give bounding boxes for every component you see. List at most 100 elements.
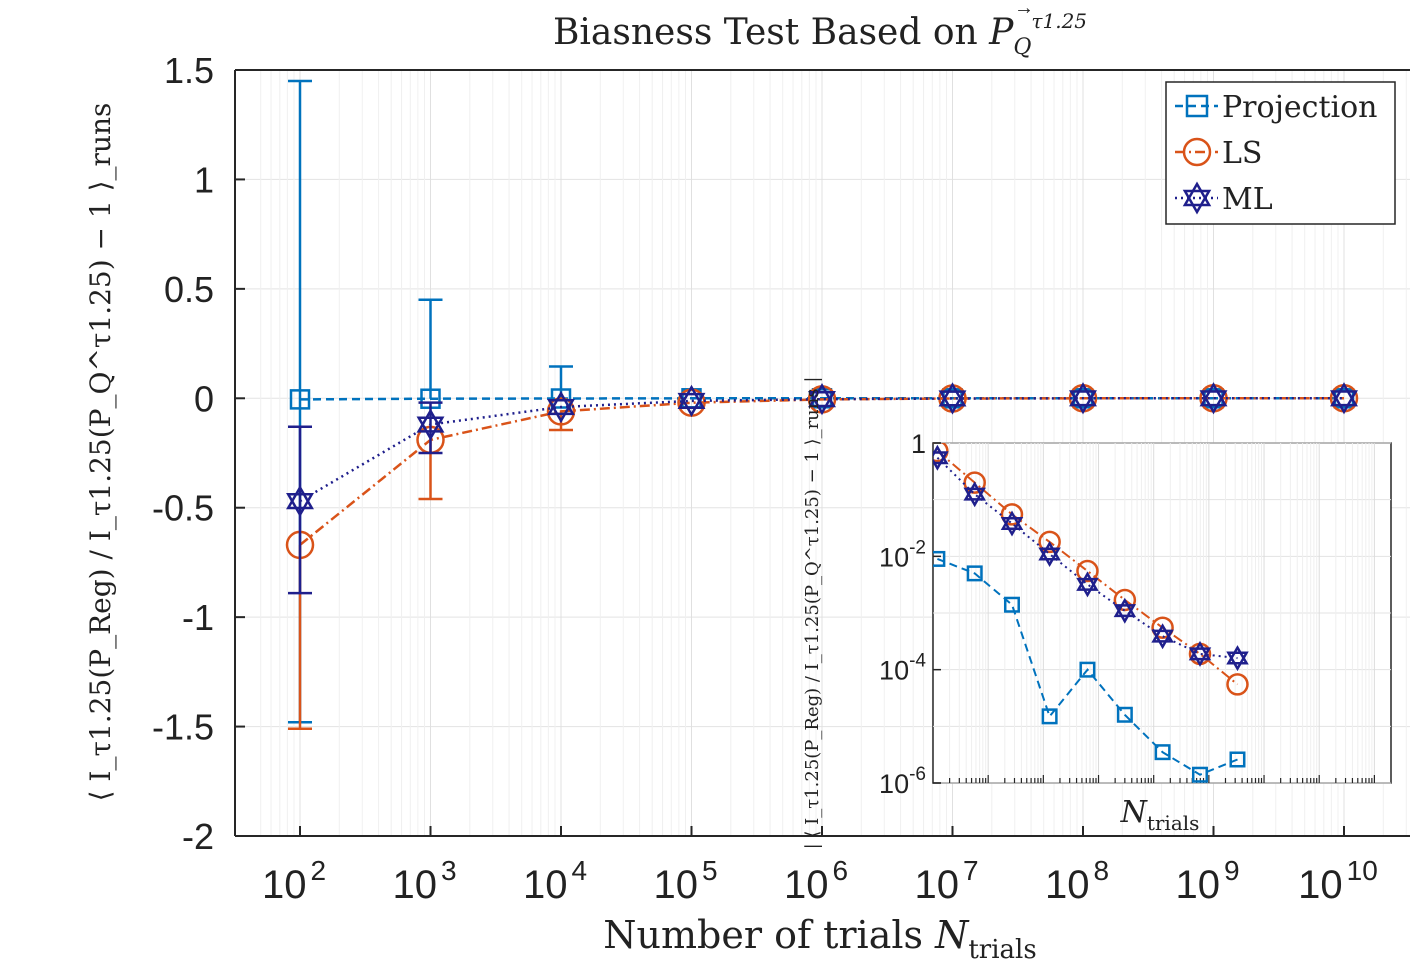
main-x-tick-label: 10 9 bbox=[1175, 855, 1239, 907]
inset-data-point-ls bbox=[963, 471, 986, 494]
hexagram-triangle-up bbox=[286, 484, 314, 510]
legend-entry-projection: Projection bbox=[1175, 90, 1377, 125]
main-x-tick-label: 10 5 bbox=[653, 855, 717, 907]
main-y-tick-label: -1 bbox=[182, 597, 214, 638]
inset-data-point-projection bbox=[1079, 661, 1096, 678]
hexagram-triangle-down bbox=[808, 391, 836, 416]
legend-label-projection: Projection bbox=[1222, 90, 1377, 125]
hexagram-triangle-down bbox=[933, 451, 949, 471]
main-series bbox=[285, 79, 1359, 731]
hexagram-triangle-up bbox=[1113, 597, 1137, 618]
hexagram-triangle-down bbox=[1000, 516, 1024, 537]
hexagram-triangle-up bbox=[1226, 645, 1249, 665]
data-point-ls bbox=[546, 397, 576, 426]
main-x-tick-label: 10 3 bbox=[392, 855, 456, 907]
hexagram-triangle-up bbox=[416, 408, 445, 433]
hexagram-triangle-down bbox=[1226, 651, 1249, 672]
hexagram-triangle-up bbox=[547, 390, 575, 416]
inset-y-tick-label: 10-2 bbox=[879, 537, 926, 572]
main-x-tick-label: 10 6 bbox=[784, 855, 848, 907]
hexagram-triangle-up bbox=[933, 444, 949, 465]
legend-entry-ml: ML bbox=[1175, 181, 1273, 217]
hexagram-triangle-up bbox=[1076, 571, 1099, 591]
y-axis-label: ⟨ I_τ1.25(P_Reg) / I_τ1.25(P_Q^τ1.25) − … bbox=[84, 103, 117, 802]
data-point-ml bbox=[938, 382, 967, 415]
inset-data-point-ml bbox=[1226, 645, 1249, 672]
data-point-ml bbox=[1069, 382, 1097, 415]
main-y-tick-label: -1.5 bbox=[152, 707, 214, 748]
main-y-tick-label: 1.5 bbox=[164, 50, 214, 91]
hexagram-triangle-down bbox=[547, 398, 575, 424]
main-y-ticks: 1.5 1 0.5 0 -0.5 -1 -1.5 -2 bbox=[152, 50, 245, 857]
legend-hexagram bbox=[1182, 181, 1212, 215]
hexagram-triangle-up bbox=[1038, 541, 1061, 561]
inset-data-point-projection bbox=[1154, 744, 1171, 761]
inset-data-point-projection bbox=[1191, 766, 1208, 783]
main-x-tick-label: 10 2 bbox=[262, 855, 326, 907]
inset-data-point-ls bbox=[1226, 673, 1249, 696]
hexagram-triangle-up bbox=[938, 382, 967, 407]
inset-series bbox=[933, 443, 1249, 783]
main-x-tick-label: 10 7 bbox=[914, 855, 978, 907]
legend-entry-ls: LS bbox=[1175, 136, 1262, 171]
inset-y-tick-label: 1 bbox=[911, 429, 926, 459]
legend-marker-ml bbox=[1182, 181, 1212, 215]
hexagram-triangle-down bbox=[1113, 604, 1137, 624]
inset-data-point-projection bbox=[1116, 706, 1133, 723]
data-point-ml bbox=[547, 390, 575, 424]
hexagram-triangle-up bbox=[677, 384, 706, 409]
hexagram-triangle-up bbox=[963, 481, 986, 501]
main-y-tick-label: 1 bbox=[194, 159, 214, 200]
main-x-ticks: 10 2 10 3 10 4 10 5 10 6 10 7 10 8 10 9 10 10 bbox=[262, 826, 1378, 907]
inset-data-point-ls bbox=[1151, 616, 1174, 639]
hexagram-triangle-down bbox=[1151, 629, 1174, 650]
main-y-tick-label: 0.5 bbox=[164, 269, 214, 310]
title-vector-arrow: → bbox=[1014, 0, 1034, 19]
inset-y-ticks: 1 10-2 10-4 10-6 bbox=[879, 429, 941, 799]
hexagram-triangle-down bbox=[1069, 390, 1097, 415]
data-point-ml bbox=[808, 382, 836, 416]
hexagram-triangle-down bbox=[963, 487, 986, 508]
inset-data-point-ls bbox=[933, 443, 949, 463]
main-y-tick-label: 0 bbox=[194, 378, 214, 419]
main-x-tick-label: 10 10 bbox=[1298, 855, 1378, 907]
inset-data-point-ls bbox=[1038, 530, 1061, 554]
inset-series-line-projection bbox=[937, 557, 1238, 776]
inset-data-point-projection bbox=[1041, 708, 1058, 725]
legend: Projection LS ML bbox=[1165, 81, 1396, 225]
hexagram-triangle-down bbox=[1182, 189, 1212, 215]
data-point-ml bbox=[1330, 382, 1358, 415]
data-point-ml bbox=[286, 484, 314, 518]
inset-series-projection bbox=[933, 550, 1246, 783]
hexagram-triangle-up bbox=[1199, 382, 1228, 407]
inset-data-point-ls bbox=[1076, 559, 1099, 583]
main-x-tick-label: 10 4 bbox=[523, 855, 587, 907]
inset-x-axis-label: Ntrials bbox=[1120, 795, 1200, 835]
hexagram-triangle-down bbox=[1188, 647, 1212, 667]
inset-data-point-projection bbox=[966, 565, 983, 582]
main-x-tick-label: 10 8 bbox=[1045, 855, 1109, 907]
inset-series-line-ml bbox=[936, 456, 1238, 660]
inset-data-point-projection bbox=[1229, 751, 1246, 768]
hexagram-triangle-up bbox=[1182, 181, 1212, 207]
main-y-tick-label: -2 bbox=[182, 816, 214, 857]
hexagram-triangle-down bbox=[416, 416, 445, 441]
inset-data-point-projection bbox=[1003, 596, 1020, 613]
chart-title: Biasness Test Based on PQτ1.25 bbox=[553, 9, 1087, 60]
hexagram-triangle-up bbox=[808, 382, 836, 408]
inset-plot: 1 10-2 10-4 10-6 Ntrials | ⟨ I_τ1.25(P_Reg)… bbox=[802, 377, 1392, 849]
hexagram-triangle-down bbox=[1076, 577, 1099, 598]
hexagram-triangle-up bbox=[1000, 510, 1024, 530]
inset-data-point-projection bbox=[933, 550, 946, 567]
inset-y-tick-label: 10-6 bbox=[879, 764, 926, 799]
hexagram-triangle-down bbox=[1038, 547, 1061, 568]
legend-marker-ls bbox=[1182, 137, 1212, 167]
inset-data-point-ml bbox=[1151, 623, 1174, 650]
inset-data-point-ml bbox=[1038, 541, 1061, 568]
hexagram-triangle-down bbox=[1199, 390, 1228, 415]
hexagram-triangle-up bbox=[1151, 623, 1174, 643]
inset-data-point-ml bbox=[1000, 510, 1024, 537]
data-point-ml bbox=[416, 408, 445, 441]
inset-data-point-ml bbox=[1188, 640, 1212, 667]
